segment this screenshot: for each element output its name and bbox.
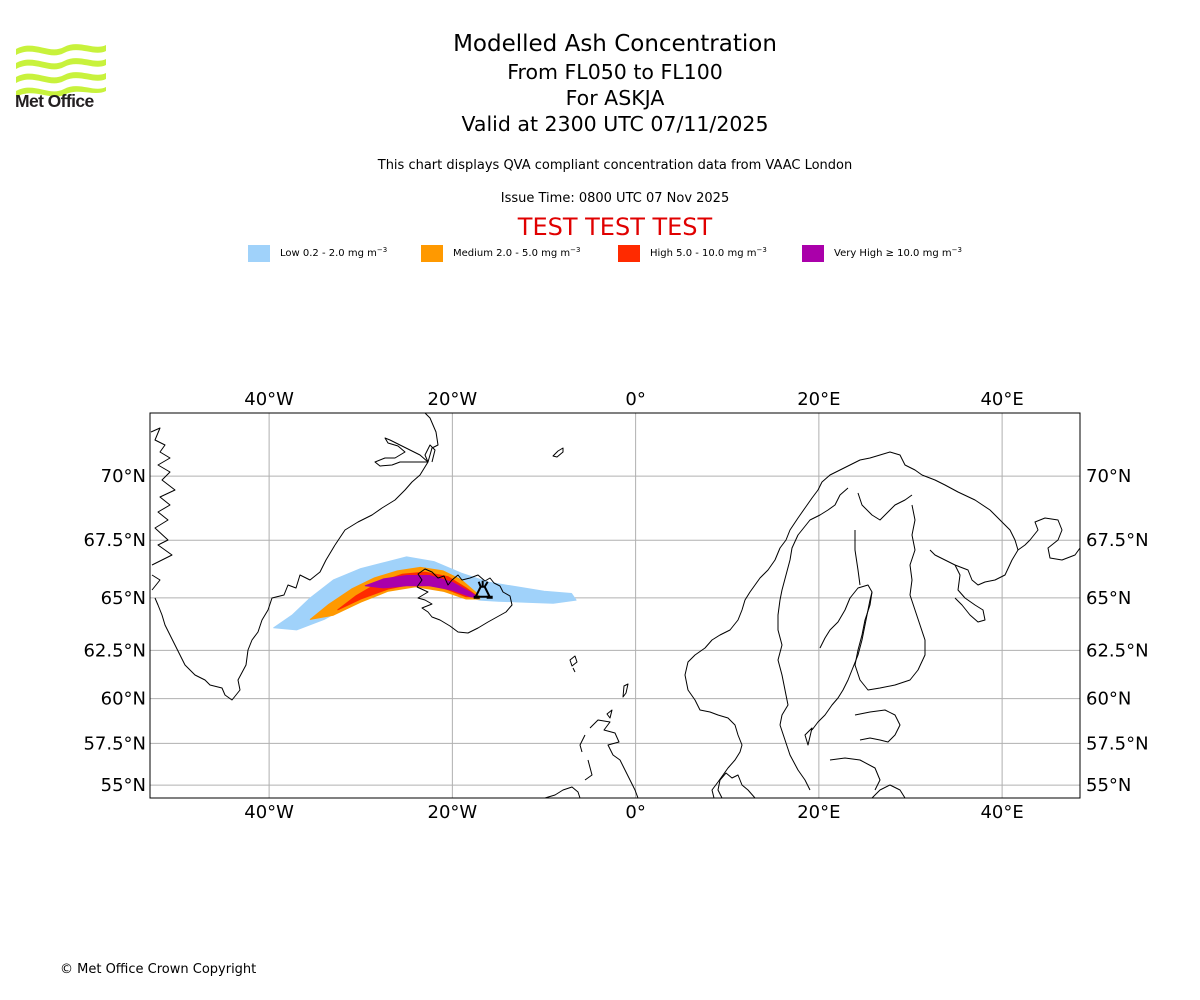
legend-label-high: High 5.0 - 10.0 mg m (650, 248, 757, 259)
coastline-sweden-east (779, 584, 873, 791)
legend-label-very-high: Very High ≥ 10.0 mg m (834, 248, 952, 259)
lat-tick-label-left: 55°N (101, 775, 146, 796)
border-sweden-finland (854, 492, 913, 586)
lat-tick-label-left: 60°N (101, 689, 146, 710)
coastlines (150, 413, 1080, 798)
coastline-scoresby-sund (374, 437, 429, 467)
lat-tick-label-left: 67.5°N (83, 530, 146, 551)
lon-tick-label-bottom: 40°E (980, 802, 1023, 823)
valid-time: Valid at 2300 UTC 07/11/2025 (461, 112, 769, 136)
volcano-name: For ASKJA (565, 86, 665, 110)
legend-swatch-high (618, 245, 640, 262)
coastline-onega-bay (954, 564, 986, 623)
lat-tick-label-right: 60°N (1086, 689, 1131, 710)
lat-tick-label-left: 70°N (101, 466, 146, 487)
coastline-denmark (717, 772, 756, 798)
volcano-icon (474, 580, 492, 598)
lon-tick-label-top: 0° (625, 389, 645, 410)
coastline-baltic-states (829, 709, 906, 798)
coastline-great-britain (579, 709, 639, 798)
lon-tick-label-top: 20°W (428, 389, 478, 410)
coastline-greenland-northeast (334, 413, 439, 546)
coastline-shetland (622, 683, 629, 698)
lat-tick-label-left: 57.5°N (83, 733, 146, 754)
coastline-kola-white-sea (921, 474, 1080, 586)
issue-time: Issue Time: 0800 UTC 07 Nov 2025 (500, 191, 730, 206)
flight-level-range: From FL050 to FL100 (507, 60, 723, 84)
coastline-greenland-north (150, 427, 176, 591)
lon-tick-label-top: 40°W (244, 389, 294, 410)
coastline-greenland-southeast (154, 544, 336, 701)
chart-titles: Modelled Ash Concentration From FL050 to… (0, 30, 1200, 137)
copyright-notice: © Met Office Crown Copyright (60, 962, 257, 977)
lat-tick-label-right: 70°N (1086, 466, 1131, 487)
legend-unit-exponent: −3 (951, 246, 962, 254)
legend-swatch-very-high (802, 245, 824, 262)
lat-tick-label-left: 65°N (101, 588, 146, 609)
lon-tick-label-bottom: 20°W (428, 802, 478, 823)
map-frame (149, 412, 1081, 799)
lon-tick-label-bottom: 40°W (244, 802, 294, 823)
volcano-icon-base (486, 595, 493, 599)
volcano-marker (473, 580, 493, 599)
lon-tick-label-bottom: 20°E (797, 802, 840, 823)
lon-tick-label-bottom: 0° (625, 802, 645, 823)
legend-label-medium: Medium 2.0 - 5.0 mg m (453, 248, 571, 259)
legend-label-low: Low 0.2 - 2.0 mg m (280, 248, 377, 259)
lat-tick-label-right: 57.5°N (1086, 733, 1149, 754)
lat-tick-label-right: 67.5°N (1086, 530, 1149, 551)
coastline-norway (684, 451, 923, 798)
border-norway-sweden (777, 487, 849, 726)
coastline-gotland (804, 727, 813, 746)
ash-plume (273, 556, 577, 631)
legend-unit-exponent: −3 (570, 246, 581, 254)
map-gridlines (150, 413, 1080, 798)
lat-tick-label-right: 65°N (1086, 588, 1131, 609)
coastline-greenland-inlet (424, 444, 436, 463)
coastline-ireland (544, 786, 581, 798)
met-office-logo-icon (16, 44, 106, 97)
coastline-faroe-islands (569, 655, 578, 673)
legend-swatch-medium (421, 245, 443, 262)
lat-tick-label-right: 55°N (1086, 775, 1131, 796)
lat-tick-label-left: 62.5°N (83, 640, 146, 661)
chart-title: Modelled Ash Concentration (453, 31, 777, 57)
coastline-finland (854, 504, 926, 691)
legend-swatch-low (248, 245, 270, 262)
legend-unit-exponent: −3 (376, 246, 388, 254)
lat-tick-label-right: 62.5°N (1086, 640, 1149, 661)
volcano-icon-base (473, 595, 480, 599)
met-office-logo-text: Met Office (15, 91, 94, 111)
lon-tick-label-top: 20°E (797, 389, 840, 410)
chart-description: This chart displays QVA compliant concen… (377, 158, 853, 173)
lon-tick-label-top: 40°E (980, 389, 1023, 410)
map-tick-labels: 40°W 40°W 20°W 20°W 0° 0° 20°E 20°E 40°E 40°E 70°N… (83, 389, 1148, 823)
legend-unit-exponent: −3 (756, 246, 767, 254)
test-banner: TEST TEST TEST (517, 213, 713, 241)
coastline-jan-mayen (552, 447, 564, 458)
coastline-iceland (416, 568, 513, 634)
